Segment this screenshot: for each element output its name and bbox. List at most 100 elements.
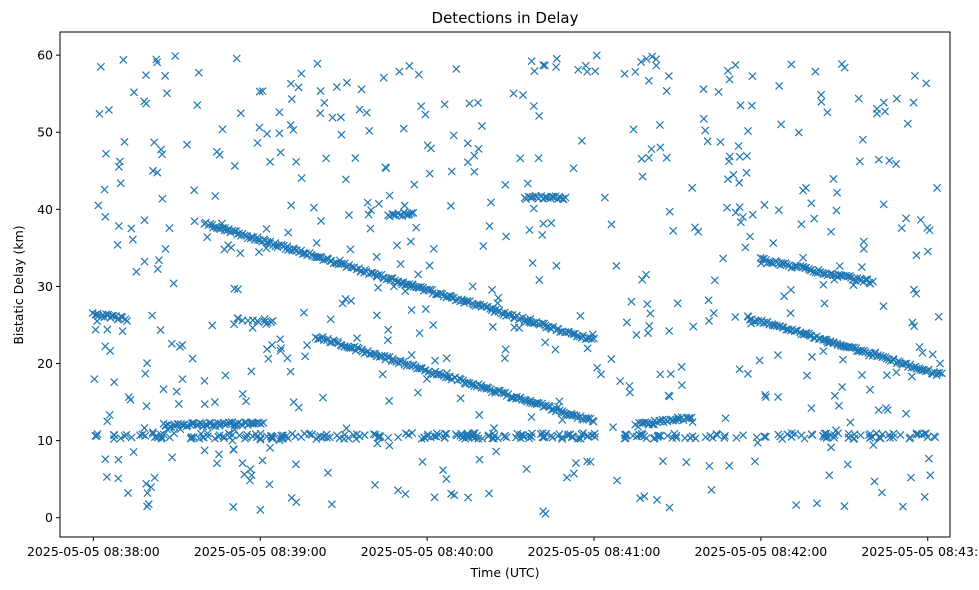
- data-point: [784, 325, 793, 334]
- data-point: [355, 344, 364, 353]
- x-axis: 2025-05-05 08:38:00 2025-05-05 08:39:00 20…: [27, 537, 979, 559]
- data-point: [872, 109, 881, 118]
- data-point: [383, 336, 392, 345]
- data-point: [208, 321, 217, 330]
- data-point: [407, 305, 416, 315]
- data-point: [620, 69, 629, 78]
- data-point: [103, 417, 112, 426]
- data-point: [414, 270, 423, 279]
- data-point: [94, 201, 103, 210]
- data-point: [276, 344, 286, 353]
- data-point: [736, 101, 745, 110]
- data-point: [109, 430, 118, 439]
- data-point: [547, 431, 556, 440]
- x-tick-label: 2025-05-05 08:39:00: [194, 544, 327, 559]
- data-point: [910, 322, 919, 331]
- data-point: [658, 415, 667, 424]
- data-point: [571, 459, 580, 468]
- data-point: [528, 429, 537, 438]
- data-point: [497, 388, 507, 397]
- data-point: [227, 243, 236, 252]
- data-point: [885, 433, 895, 442]
- data-point: [909, 98, 918, 107]
- data-point: [286, 367, 295, 376]
- data-point: [859, 237, 868, 246]
- data-point: [930, 432, 939, 441]
- data-point: [186, 434, 195, 443]
- data-point: [148, 428, 157, 437]
- data-point: [129, 447, 138, 457]
- data-point: [255, 123, 264, 132]
- data-point: [534, 154, 543, 163]
- data-point: [449, 131, 458, 140]
- data-point: [154, 256, 163, 265]
- data-point: [292, 157, 301, 166]
- data-point: [407, 209, 416, 218]
- data-point: [232, 54, 241, 63]
- data-point: [355, 105, 364, 114]
- data-point: [701, 433, 710, 442]
- data-point: [535, 111, 544, 120]
- data-point: [276, 148, 285, 157]
- data-point: [366, 224, 375, 233]
- data-point: [248, 323, 257, 332]
- data-point: [215, 150, 224, 159]
- data-point: [629, 125, 638, 134]
- y-tick-label: 40: [37, 202, 53, 217]
- data-point: [140, 257, 149, 266]
- y-tick-label: 0: [45, 510, 53, 525]
- data-point: [95, 109, 104, 118]
- data-point: [255, 87, 264, 96]
- data-point: [267, 431, 276, 440]
- data-point: [592, 51, 601, 60]
- data-point: [704, 316, 714, 325]
- data-point: [774, 392, 783, 402]
- data-point: [858, 135, 867, 144]
- data-point: [823, 108, 832, 117]
- data-point: [846, 418, 855, 427]
- data-point: [435, 369, 444, 378]
- x-tick-label: 2025-05-05 08:43:00: [861, 544, 979, 559]
- data-point: [288, 429, 297, 438]
- data-point: [352, 434, 361, 443]
- data-point: [396, 357, 405, 366]
- data-point: [877, 488, 886, 497]
- data-point: [906, 473, 916, 482]
- data-point: [488, 322, 497, 331]
- data-point: [551, 345, 560, 354]
- data-point: [787, 60, 796, 69]
- data-point: [346, 245, 355, 254]
- data-point: [774, 206, 783, 215]
- data-point: [412, 223, 421, 232]
- data-point: [777, 259, 786, 268]
- data-point: [116, 434, 125, 443]
- x-tick-label: 2025-05-05 08:42:00: [694, 544, 827, 559]
- data-point: [401, 429, 410, 438]
- data-point: [290, 245, 299, 254]
- data-point: [831, 426, 841, 435]
- data-point: [234, 314, 243, 323]
- data-point: [777, 120, 786, 129]
- data-point: [91, 325, 100, 334]
- data-point: [648, 420, 657, 429]
- data-point: [760, 432, 769, 441]
- data-point: [212, 459, 222, 468]
- data-point: [127, 224, 136, 233]
- data-point: [374, 199, 383, 208]
- data-point: [375, 433, 384, 442]
- data-point: [786, 309, 795, 318]
- data-point: [563, 431, 573, 440]
- data-point: [275, 129, 284, 138]
- data-point: [731, 312, 740, 322]
- x-tick-label: 2025-05-05 08:38:00: [27, 544, 160, 559]
- data-point: [148, 166, 158, 175]
- data-point: [866, 429, 875, 438]
- data-point: [394, 433, 403, 442]
- data-point: [707, 485, 716, 494]
- data-point: [159, 430, 168, 439]
- data-point: [666, 369, 675, 379]
- data-point: [279, 431, 288, 440]
- data-point: [856, 431, 865, 440]
- data-point: [263, 129, 272, 138]
- data-point: [409, 208, 418, 217]
